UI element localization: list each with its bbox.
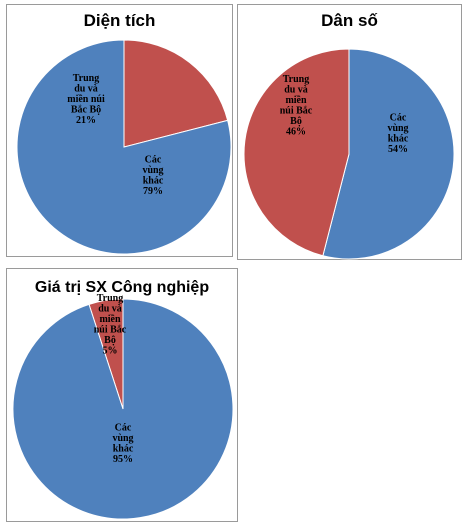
pie-chart-dan-so: Các vùng khác 54% Trung du và miền núi Bắc Bộ 46% [243, 48, 455, 260]
pie-panel-dien-tich: Diện tích Trung du và miền núi Bắc Bộ 21% Các… [6, 4, 233, 257]
pie-slice [322, 48, 455, 260]
chart-title: Diện tích [83, 11, 156, 30]
pie-slice [123, 39, 229, 148]
slice-label: Trung du và miền núi Bắc Bộ 21% [67, 73, 105, 126]
pie-panel-gia-tri-sx: Giá trị SX Công nghiệp Trung du và miền núi… [6, 268, 238, 522]
slice-label: Các vùng khác 95% [112, 422, 133, 465]
slice-label: Các vùng khác 79% [142, 154, 163, 197]
slice-label: Trung du và miền núi Bắc Bộ 46% [280, 74, 313, 138]
chart-title: Giá trị SX Công nghiệp [34, 279, 210, 296]
pie-slice [243, 48, 350, 257]
chart-title: Dân số [321, 11, 378, 30]
slice-label: Trung du và miền núi Bắc Bộ 5% [94, 293, 127, 357]
slice-label: Các vùng khác 54% [387, 112, 408, 155]
pie-slice [16, 39, 232, 255]
pie-panel-dan-so: Dân số Các vùng khác 54% Trung du và miền núi B… [237, 4, 462, 260]
pie-chart-dien-tich: Trung du và miền núi Bắc Bộ 21% Các vùng khác 79… [16, 39, 232, 255]
pie-chart-gia-tri-sx: Trung du và miền núi Bắc Bộ 5% Các vùng khác 95% [12, 293, 234, 520]
pie-slice [12, 298, 234, 520]
